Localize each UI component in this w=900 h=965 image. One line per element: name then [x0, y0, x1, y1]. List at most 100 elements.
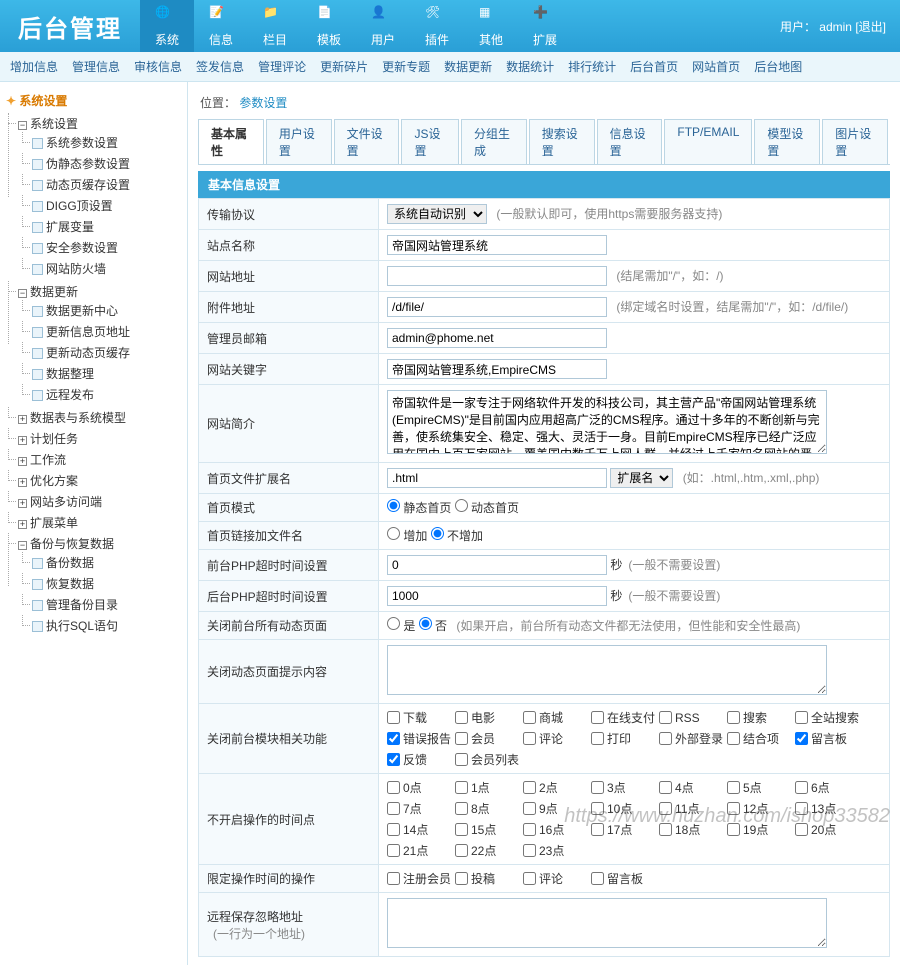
- checkbox[interactable]: [523, 781, 536, 794]
- checkbox[interactable]: [727, 781, 740, 794]
- subnav-item[interactable]: 管理信息: [72, 58, 120, 75]
- topnav-folder[interactable]: 📁栏目: [248, 0, 302, 52]
- subnav-item[interactable]: 数据更新: [444, 58, 492, 75]
- checkbox[interactable]: [455, 711, 468, 724]
- checkbox[interactable]: [523, 802, 536, 815]
- checkbox-item[interactable]: 打印: [591, 730, 659, 747]
- checkbox[interactable]: [727, 823, 740, 836]
- topnav-edit[interactable]: 📝信息: [194, 0, 248, 52]
- checkbox-item[interactable]: 8点: [455, 800, 523, 817]
- tree-node[interactable]: 伪静态参数设置: [32, 157, 130, 171]
- checkbox[interactable]: [795, 711, 808, 724]
- checkbox[interactable]: [659, 823, 672, 836]
- checkbox-item[interactable]: 2点: [523, 779, 591, 796]
- tree-toggle-icon[interactable]: +: [18, 436, 27, 445]
- tree-node[interactable]: 执行SQL语句: [32, 619, 118, 633]
- checkbox[interactable]: [659, 711, 672, 724]
- checkbox-item[interactable]: 4点: [659, 779, 727, 796]
- checkbox[interactable]: [455, 872, 468, 885]
- checkbox-item[interactable]: 6点: [795, 779, 863, 796]
- subnav-item[interactable]: 网站首页: [692, 58, 740, 75]
- checkbox-item[interactable]: 错误报告: [387, 730, 455, 747]
- checkbox-item[interactable]: 23点: [523, 842, 591, 859]
- tree-node[interactable]: +计划任务: [18, 432, 78, 446]
- checkbox-item[interactable]: 14点: [387, 821, 455, 838]
- checkbox[interactable]: [455, 732, 468, 745]
- checkbox[interactable]: [523, 823, 536, 836]
- tree-toggle-icon[interactable]: +: [18, 478, 27, 487]
- checkbox-item[interactable]: 下载: [387, 709, 455, 726]
- tree-node[interactable]: 数据整理: [32, 367, 94, 381]
- checkbox-item[interactable]: 10点: [591, 800, 659, 817]
- checkbox-item[interactable]: 搜索: [727, 709, 795, 726]
- tree-node[interactable]: DIGG顶设置: [32, 199, 113, 213]
- indexmode-static-radio[interactable]: [387, 499, 400, 512]
- tree-node[interactable]: +工作流: [18, 453, 66, 467]
- checkbox[interactable]: [591, 711, 604, 724]
- fileurl-input[interactable]: [387, 297, 607, 317]
- checkbox[interactable]: [387, 781, 400, 794]
- tab-1[interactable]: 用户设置: [266, 119, 332, 164]
- tree-node[interactable]: 数据更新中心: [32, 304, 118, 318]
- subnav-item[interactable]: 更新专题: [382, 58, 430, 75]
- checkbox-item[interactable]: 20点: [795, 821, 863, 838]
- subnav-item[interactable]: 排行统计: [568, 58, 616, 75]
- checkbox-item[interactable]: 留言板: [591, 870, 659, 887]
- tab-6[interactable]: 信息设置: [597, 119, 663, 164]
- tree-node[interactable]: 恢复数据: [32, 577, 94, 591]
- checkbox-item[interactable]: 3点: [591, 779, 659, 796]
- subnav-item[interactable]: 签发信息: [196, 58, 244, 75]
- tab-9[interactable]: 图片设置: [822, 119, 888, 164]
- checkbox[interactable]: [523, 711, 536, 724]
- checkbox[interactable]: [591, 802, 604, 815]
- topnav-globe[interactable]: 🌐系统: [140, 0, 194, 52]
- subnav-item[interactable]: 后台首页: [630, 58, 678, 75]
- checkbox-item[interactable]: 会员: [455, 730, 523, 747]
- fronttimeout-input[interactable]: [387, 555, 607, 575]
- checkbox-item[interactable]: RSS: [659, 709, 727, 726]
- checkbox[interactable]: [455, 781, 468, 794]
- linkadd-yes-radio[interactable]: [387, 527, 400, 540]
- indexext-input[interactable]: [387, 468, 607, 488]
- checkbox[interactable]: [387, 753, 400, 766]
- subnav-item[interactable]: 数据统计: [506, 58, 554, 75]
- checkbox[interactable]: [523, 732, 536, 745]
- tree-node[interactable]: −系统设置: [18, 117, 78, 131]
- checkbox[interactable]: [727, 802, 740, 815]
- checkbox-item[interactable]: 13点: [795, 800, 863, 817]
- checkbox-item[interactable]: 在线支付: [591, 709, 659, 726]
- checkbox[interactable]: [387, 802, 400, 815]
- checkbox-item[interactable]: 21点: [387, 842, 455, 859]
- tab-8[interactable]: 模型设置: [754, 119, 820, 164]
- checkbox-item[interactable]: 会员列表: [455, 751, 523, 768]
- checkbox[interactable]: [387, 823, 400, 836]
- indexmode-dynamic-radio[interactable]: [455, 499, 468, 512]
- checkbox[interactable]: [659, 732, 672, 745]
- checkbox-item[interactable]: 18点: [659, 821, 727, 838]
- checkbox[interactable]: [591, 732, 604, 745]
- checkbox[interactable]: [727, 732, 740, 745]
- tree-node[interactable]: +扩展菜单: [18, 516, 78, 530]
- checkbox[interactable]: [523, 872, 536, 885]
- tab-7[interactable]: FTP/EMAIL: [664, 119, 752, 164]
- checkbox-item[interactable]: 结合项: [727, 730, 795, 747]
- checkbox-item[interactable]: 投稿: [455, 870, 523, 887]
- topnav-grid[interactable]: ▦其他: [464, 0, 518, 52]
- checkbox-item[interactable]: 16点: [523, 821, 591, 838]
- tab-0[interactable]: 基本属性: [198, 119, 264, 164]
- checkbox-item[interactable]: 0点: [387, 779, 455, 796]
- siteurl-input[interactable]: [387, 266, 607, 286]
- subnav-item[interactable]: 增加信息: [10, 58, 58, 75]
- intro-textarea[interactable]: 帝国软件是一家专注于网络软件开发的科技公司，其主营产品"帝国网站管理系统(Emp…: [387, 390, 827, 454]
- topnav-plus[interactable]: ➕扩展: [518, 0, 572, 52]
- linkadd-no-radio[interactable]: [431, 527, 444, 540]
- topnav-user[interactable]: 👤用户: [356, 0, 410, 52]
- adminemail-input[interactable]: [387, 328, 607, 348]
- tree-toggle-icon[interactable]: +: [18, 415, 27, 424]
- tree-toggle-icon[interactable]: +: [18, 499, 27, 508]
- checkbox-item[interactable]: 注册会员: [387, 870, 455, 887]
- tree-toggle-icon[interactable]: −: [18, 121, 27, 130]
- checkbox[interactable]: [455, 823, 468, 836]
- checkbox-item[interactable]: 评论: [523, 870, 591, 887]
- checkbox[interactable]: [387, 732, 400, 745]
